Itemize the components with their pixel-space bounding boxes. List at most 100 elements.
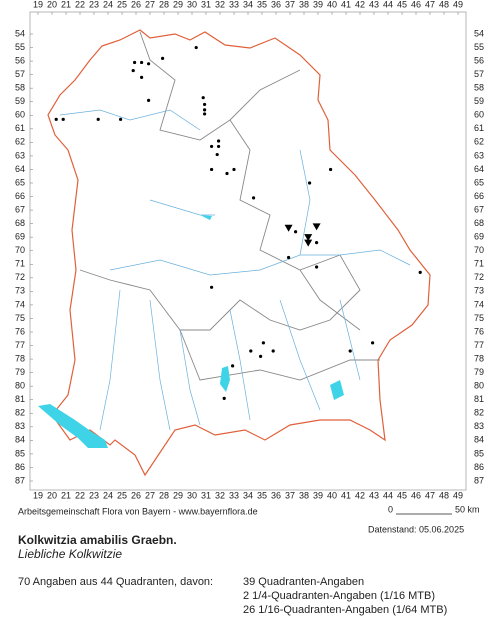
record-dot <box>271 349 275 353</box>
record-dot <box>315 265 319 269</box>
record-dot <box>140 75 144 79</box>
column-label: 42 <box>355 490 365 500</box>
row-label: 58 <box>15 83 25 93</box>
record-dot <box>308 181 312 185</box>
column-label: 20 <box>47 0 57 9</box>
column-label: 25 <box>117 0 127 9</box>
record-triangle <box>284 224 293 232</box>
row-label: 87 <box>474 475 484 485</box>
record-dot <box>348 349 352 353</box>
row-label: 80 <box>474 381 484 391</box>
row-label: 81 <box>15 394 25 404</box>
column-label: 30 <box>187 490 197 500</box>
record-dot <box>315 241 319 245</box>
region-borders <box>79 31 380 381</box>
record-dot <box>232 167 236 172</box>
row-label: 62 <box>15 137 25 147</box>
column-label: 24 <box>103 0 113 9</box>
column-label: 29 <box>173 490 183 500</box>
row-label: 70 <box>15 245 25 255</box>
column-label: 25 <box>117 490 127 500</box>
row-label: 86 <box>15 462 25 472</box>
row-label: 83 <box>474 421 484 431</box>
column-label: 39 <box>313 490 323 500</box>
record-dot <box>201 96 205 100</box>
grid: 19 19 20 20 21 21 22 22 23 23 24 24 25 25 26 26 27 27 28 28… <box>15 0 484 500</box>
rivers <box>59 109 411 431</box>
column-label: 28 <box>159 490 169 500</box>
column-label: 42 <box>355 0 365 9</box>
record-dot <box>252 196 256 200</box>
row-label: 79 <box>474 367 484 377</box>
record-dot <box>133 60 137 65</box>
column-label: 26 <box>131 490 141 500</box>
row-label: 61 <box>474 123 484 133</box>
row-label: 55 <box>474 42 484 52</box>
column-label: 47 <box>425 0 435 9</box>
record-dot <box>203 108 207 112</box>
lakes <box>200 215 344 400</box>
record-dot <box>194 45 198 50</box>
column-label: 22 <box>75 490 85 500</box>
common-name: Liebliche Kolkwitzie <box>18 547 122 561</box>
date: Datenstand: 05.06.2025 <box>368 524 464 534</box>
row-label: 69 <box>15 232 25 242</box>
record-dot <box>61 117 65 121</box>
row-label: 81 <box>474 394 484 404</box>
column-label: 32 <box>215 490 225 500</box>
row-label: 63 <box>474 150 484 160</box>
credit: Arbeitsgemeinschaft Flora von Bayern - w… <box>18 506 258 516</box>
summary: 70 Angaben aus 44 Quadranten, davon: <box>18 576 213 588</box>
record-dot <box>54 117 58 121</box>
row-label: 60 <box>15 110 25 120</box>
row-label: 65 <box>474 177 484 187</box>
row-label: 72 <box>15 272 25 282</box>
column-label: 41 <box>341 0 351 9</box>
row-label: 75 <box>474 313 484 323</box>
row-label: 55 <box>15 42 25 52</box>
column-label: 34 <box>243 490 253 500</box>
row-label: 82 <box>15 408 25 418</box>
row-label: 68 <box>15 218 25 228</box>
row-label: 70 <box>474 245 484 255</box>
row-label: 59 <box>474 96 484 106</box>
record-dot <box>161 56 165 60</box>
column-label: 32 <box>215 0 225 9</box>
row-label: 74 <box>474 299 484 309</box>
record-dot <box>140 60 144 65</box>
column-label: 21 <box>61 490 71 500</box>
map-frame <box>29 11 467 491</box>
row-label: 57 <box>15 69 25 79</box>
record-dot <box>329 167 333 172</box>
detail: 39 Quadranten-Angaben <box>243 576 364 588</box>
column-label: 35 <box>257 490 267 500</box>
row-label: 64 <box>15 164 25 174</box>
row-label: 76 <box>15 326 25 336</box>
record-dot <box>231 364 235 368</box>
column-label: 23 <box>89 490 99 500</box>
record-dot <box>259 354 263 358</box>
row-label: 72 <box>474 272 484 282</box>
detail: 2 1/4-Quadranten-Angaben (1/16 MTB) <box>243 590 435 602</box>
column-label: 45 <box>397 0 407 9</box>
row-label: 67 <box>474 204 484 214</box>
record-dot <box>131 68 135 73</box>
row-label: 83 <box>15 421 25 431</box>
column-label: 30 <box>187 0 197 9</box>
record-dot <box>371 341 375 345</box>
row-label: 56 <box>15 55 25 65</box>
column-label: 46 <box>411 490 421 500</box>
column-label: 28 <box>159 0 169 9</box>
record-dot <box>203 112 207 116</box>
record-dot <box>222 396 226 400</box>
record-triangle <box>312 223 321 231</box>
column-label: 29 <box>173 0 183 9</box>
row-label: 73 <box>15 286 25 296</box>
row-label: 60 <box>474 110 484 120</box>
row-label: 78 <box>15 353 25 363</box>
record-dot <box>203 102 207 107</box>
row-label: 80 <box>15 381 25 391</box>
record-dot <box>249 349 253 353</box>
column-label: 31 <box>201 0 211 9</box>
record-dot <box>215 152 219 157</box>
